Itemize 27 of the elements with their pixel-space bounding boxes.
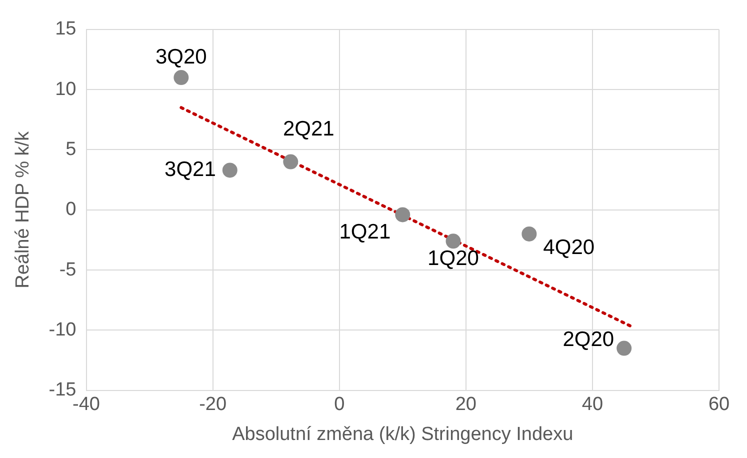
point	[616, 340, 632, 356]
x-tick-label: 40	[582, 394, 604, 416]
y-tick-label: 5	[66, 138, 76, 160]
x-axis-title: Absolutní změna (k/k) Stringency Indexu	[232, 424, 574, 445]
annotation: 1Q20	[428, 246, 479, 270]
annotation: 3Q21	[164, 158, 216, 181]
annotation: 1Q21	[339, 220, 391, 244]
annotation: 2Q20	[562, 328, 614, 352]
y-axis-title: Reálné HDP % k/k	[12, 130, 34, 288]
x-tick-label: 60	[708, 394, 730, 416]
x-tick-label: -20	[199, 394, 227, 416]
x-tick-label: 0	[334, 394, 345, 416]
point	[395, 207, 410, 222]
annotation: 3Q20	[155, 45, 207, 68]
point	[222, 162, 238, 178]
annotation: 4Q20	[543, 236, 595, 259]
y-tick-label: -10	[48, 319, 76, 340]
y-tick-label: 15	[55, 18, 76, 40]
point	[283, 154, 298, 170]
point	[446, 234, 461, 249]
y-tick-label: -5	[59, 259, 76, 280]
y-tick-label: 0	[66, 199, 76, 220]
y-tick-label: 10	[55, 78, 76, 100]
point	[522, 226, 537, 242]
point	[174, 70, 189, 86]
annotation: 2Q21	[282, 118, 334, 141]
x-tick-label: 20	[455, 394, 476, 416]
